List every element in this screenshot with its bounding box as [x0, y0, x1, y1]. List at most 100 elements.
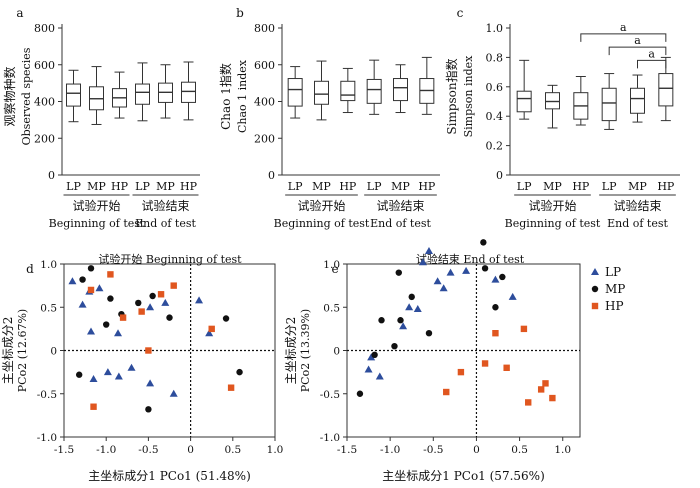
category-label: MP [87, 180, 106, 193]
box-body [181, 81, 196, 103]
box-body [630, 87, 645, 114]
mp-point [79, 276, 86, 283]
hp-point [542, 380, 549, 387]
lp-point [103, 368, 112, 376]
y-axis-title-en: Chao 1 index [236, 59, 249, 133]
y-tick-label: 0.5 [40, 302, 57, 314]
hp-point [525, 399, 532, 406]
category-label: MP [156, 180, 175, 193]
box-body [287, 78, 303, 107]
category-label: MP [628, 180, 647, 193]
y-tick-label: 800 [34, 22, 55, 35]
hp-point [170, 282, 177, 289]
lp-point [68, 277, 77, 285]
lp-point [413, 304, 422, 312]
lp-point [446, 268, 455, 276]
lp-point [424, 247, 433, 255]
hp-point [492, 330, 499, 337]
group-label-en: Beginning of test [49, 217, 145, 230]
x-tick-label: 1.0 [267, 444, 284, 456]
y-tick-label: 200 [34, 132, 55, 145]
lp-point [161, 298, 170, 306]
lp-point [491, 275, 500, 283]
mp-point [75, 371, 83, 378]
box-body [66, 83, 81, 107]
y-axis-title-en: Observed species [20, 47, 33, 145]
group-label-cn: 试验结束 [376, 198, 424, 213]
hp-point [549, 394, 556, 402]
y-tick-label: -1.0 [37, 432, 57, 444]
group-label-en: Beginning of test [274, 217, 370, 230]
lp-point [78, 300, 87, 308]
legend-label: LP [605, 265, 621, 279]
box-body [366, 78, 382, 104]
scatter-title: 试验开始 Beginning of test [98, 252, 242, 266]
category-label: MP [312, 180, 331, 193]
mp-point [391, 342, 398, 350]
x-tick-label: -1.0 [380, 444, 400, 456]
x-tick-label: -1.0 [96, 444, 116, 456]
box-body [340, 80, 356, 102]
y-tick-label: 1.0 [40, 259, 57, 271]
lp-point [127, 363, 136, 371]
y-tick-label: -0.5 [37, 389, 57, 401]
significance-label: a [648, 47, 655, 60]
mp-point [481, 265, 489, 272]
x-tick-label: -0.5 [138, 444, 158, 456]
y-tick-label: 200 [254, 132, 275, 145]
category-label: HP [572, 180, 590, 193]
box-body [135, 83, 150, 105]
category-label: LP [517, 180, 532, 193]
panel-letter: b [236, 6, 244, 20]
scatter-title: 试验结束 End of test [416, 252, 525, 266]
group-label-en: End of test [135, 217, 196, 230]
group-label-cn: 试验开始 [528, 198, 576, 213]
hp-point [481, 360, 489, 367]
panel-letter: c [457, 6, 464, 20]
lp-point [89, 375, 98, 383]
y-tick-label: 0.6 [486, 81, 504, 94]
category-label: HP [339, 180, 357, 193]
group-label-cn: 试验开始 [297, 198, 345, 213]
category-label: HP [111, 180, 129, 193]
mp-point [87, 265, 95, 272]
y-tick-label: 1.0 [323, 259, 340, 271]
y-axis-title-en: Simpson index [462, 55, 475, 138]
lp-point [399, 322, 408, 330]
hp-point [591, 302, 599, 310]
y-tick-label: 600 [34, 59, 55, 72]
hp-point [520, 325, 528, 333]
box-body [393, 78, 408, 102]
mp-point [425, 330, 433, 337]
mp-point [236, 368, 243, 376]
y-axis-title-cn: Simpson指数 [444, 58, 459, 134]
lp-point [205, 329, 214, 337]
mp-point [107, 295, 114, 302]
y-tick-label: 0 [268, 169, 275, 182]
significance-label: a [620, 21, 627, 34]
category-label: HP [418, 180, 436, 193]
mp-point [145, 406, 152, 413]
y-tick-label: 600 [254, 59, 275, 72]
lp-point [367, 353, 376, 361]
hp-point [119, 314, 127, 321]
y-tick-label: 800 [254, 22, 275, 35]
significance-bracket [608, 46, 667, 56]
mp-point [397, 317, 404, 324]
mp-point [591, 285, 599, 293]
category-label: LP [135, 180, 150, 193]
y-tick-label: 400 [34, 96, 55, 109]
mp-point [356, 390, 364, 397]
box-body [545, 92, 560, 110]
hp-point [157, 291, 165, 298]
hp-point [503, 364, 510, 371]
y-tick-label: 0 [333, 346, 340, 358]
lp-point [433, 277, 442, 285]
hp-point [537, 386, 545, 393]
x-tick-label: 0 [187, 444, 194, 456]
panel-letter: d [26, 262, 34, 276]
y-axis-title-cn: 观察物种数 [2, 66, 17, 126]
legend-label: HP [605, 299, 624, 313]
legend-label: MP [605, 282, 625, 296]
y-tick-label: -1.0 [320, 432, 340, 444]
